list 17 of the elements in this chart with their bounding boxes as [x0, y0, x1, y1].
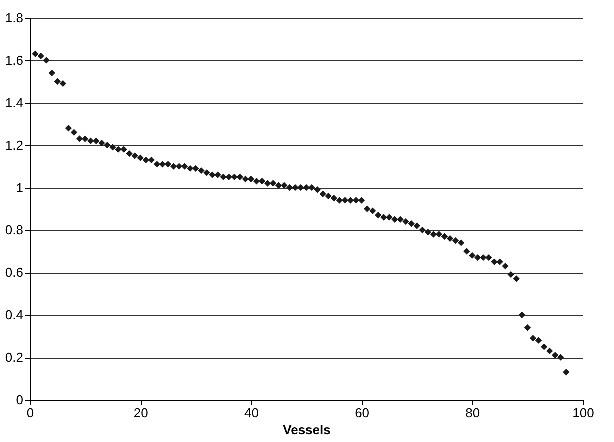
x-tick-label: 0	[26, 406, 34, 420]
y-tick-label: 0	[16, 392, 24, 408]
y-tick-label: 1.6	[5, 52, 24, 68]
x-tick-label: 80	[466, 406, 480, 420]
y-tick-label: 0.6	[5, 265, 24, 280]
x-tick-label: 60	[355, 406, 370, 420]
y-tick-label: 1.2	[5, 138, 24, 153]
x-axis-title: Vessels	[283, 422, 331, 438]
y-tick-label: 0.2	[5, 350, 24, 366]
x-tick-label: 40	[244, 406, 259, 420]
y-tick-label: 0.8	[5, 222, 24, 238]
y-tick-label: 1.4	[5, 95, 24, 110]
x-tick-label: 20	[134, 406, 148, 420]
y-tick-label: 1	[16, 180, 24, 196]
y-tick-label: 1.8	[5, 10, 24, 26]
y-tick-label: 0.4	[5, 308, 24, 323]
x-tick-label: 100	[572, 406, 594, 420]
